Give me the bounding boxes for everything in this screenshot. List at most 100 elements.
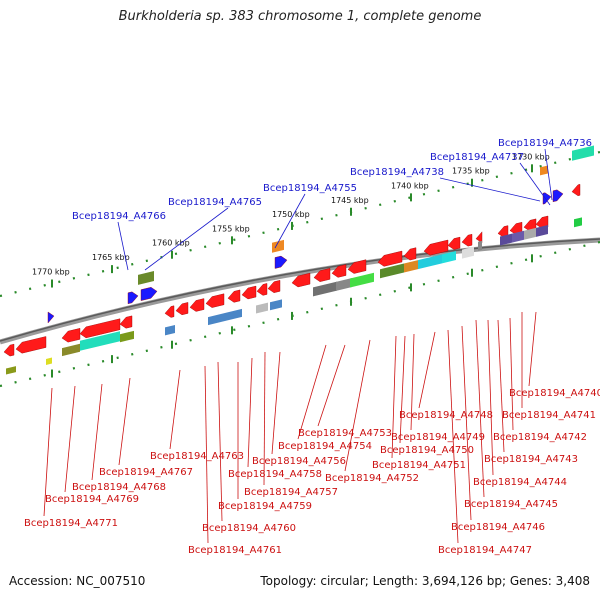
feature-block bbox=[6, 366, 16, 375]
gene-label-bcep18194-a4742: Bcep18194_A4742 bbox=[493, 432, 587, 443]
topology-text: Topology: circular; Length: 3,694,126 bp… bbox=[260, 574, 590, 588]
gene-label-bcep18194-a4771: Bcep18194_A4771 bbox=[24, 518, 118, 529]
reverse-gene-arrow bbox=[61, 328, 81, 343]
reverse-gene-arrow bbox=[475, 231, 483, 244]
tick-label: 1740 kbp bbox=[391, 181, 429, 190]
label-leader-line bbox=[344, 339, 371, 472]
gene-label-bcep18194-a4752: Bcep18194_A4752 bbox=[325, 473, 419, 484]
reverse-gene-arrow bbox=[461, 233, 473, 247]
gene-label-bcep18194-a4746: Bcep18194_A4746 bbox=[451, 522, 545, 533]
reverse-gene-arrow bbox=[377, 250, 403, 267]
gene-label-bcep18194-a4763: Bcep18194_A4763 bbox=[150, 451, 244, 462]
chromosome-backbone bbox=[0, 237, 600, 345]
gene-label-bcep18194-a4740: Bcep18194_A4740 bbox=[509, 388, 600, 399]
label-leader-line bbox=[91, 383, 103, 481]
tick-label: 1735 kbp bbox=[452, 167, 490, 176]
reverse-gene-arrow bbox=[189, 298, 205, 312]
feature-block bbox=[272, 239, 284, 253]
feature-block bbox=[512, 230, 524, 243]
label-leader-line bbox=[43, 387, 53, 517]
feature-block bbox=[418, 254, 442, 270]
feature-block bbox=[120, 330, 134, 343]
gene-label-bcep18194-a4756: Bcep18194_A4756 bbox=[252, 456, 346, 467]
label-leader-line bbox=[461, 325, 472, 521]
tick-label: 1745 kbp bbox=[331, 196, 369, 205]
reverse-gene-arrow bbox=[403, 247, 417, 261]
backbone-arc-edge bbox=[0, 238, 600, 342]
lower-scale-track bbox=[0, 240, 600, 388]
feature-block bbox=[228, 308, 242, 321]
gene-label-bcep18194-a4741: Bcep18194_A4741 bbox=[502, 410, 596, 421]
label-leader-line bbox=[144, 207, 229, 271]
reverse-gene-arrow bbox=[291, 272, 311, 288]
feature-block bbox=[478, 240, 482, 251]
tick-label: 1770 kbp bbox=[32, 268, 70, 277]
gene-label-bcep18194-a4736: Bcep18194_A4736 bbox=[498, 138, 592, 149]
gene-label-bcep18194-a4755: Bcep18194_A4755 bbox=[263, 183, 357, 194]
gene-label-bcep18194-a4760: Bcep18194_A4760 bbox=[202, 523, 296, 534]
reverse-gene-arrow bbox=[447, 236, 461, 250]
feature-block bbox=[138, 271, 154, 285]
gene-label-bcep18194-a4757: Bcep18194_A4757 bbox=[244, 487, 338, 498]
forward-gene-arrow bbox=[140, 287, 158, 301]
label-leader-line bbox=[271, 351, 281, 455]
feature-block bbox=[62, 343, 80, 357]
forward-gene-arrow bbox=[542, 192, 552, 205]
label-leader-line bbox=[64, 385, 76, 493]
forward-gene-arrow bbox=[274, 255, 288, 269]
reverse-gene-arrow bbox=[119, 315, 133, 329]
gene-label-bcep18194-a4768: Bcep18194_A4768 bbox=[72, 482, 166, 493]
backbone-arc bbox=[0, 237, 600, 345]
tick-label: 1750 kbp bbox=[272, 210, 310, 219]
forward-gene-arrow bbox=[47, 311, 55, 324]
label-leader-line bbox=[475, 319, 485, 498]
gene-label-bcep18194-a4765: Bcep18194_A4765 bbox=[168, 197, 262, 208]
label-leader-line bbox=[274, 193, 306, 249]
reverse-gene-arrow bbox=[256, 283, 268, 296]
label-leader-line bbox=[447, 329, 459, 544]
feature-block bbox=[165, 325, 175, 336]
reverse-gene-arrow bbox=[227, 289, 241, 303]
feature-tracks bbox=[3, 145, 594, 375]
gene-label-bcep18194-a4738: Bcep18194_A4738 bbox=[350, 167, 444, 178]
feature-block bbox=[256, 302, 268, 314]
gene-label-bcep18194-a4759: Bcep18194_A4759 bbox=[218, 501, 312, 512]
gene-label-bcep18194-a4744: Bcep18194_A4744 bbox=[473, 477, 567, 488]
tick-label: 1760 kbp bbox=[152, 239, 190, 248]
accession-text: Accession: NC_007510 bbox=[9, 574, 146, 588]
tick-label: 1765 kbp bbox=[92, 253, 130, 262]
label-leader-line bbox=[497, 319, 505, 453]
label-leader-line bbox=[217, 361, 223, 522]
forward-gene-arrow bbox=[552, 189, 564, 203]
gene-label-bcep18194-a4745: Bcep18194_A4745 bbox=[464, 499, 558, 510]
label-leader-line bbox=[391, 335, 397, 459]
gene-label-bcep18194-a4751: Bcep18194_A4751 bbox=[372, 460, 466, 471]
tick-label: 1755 kbp bbox=[212, 224, 250, 233]
reverse-gene-arrow bbox=[3, 343, 15, 357]
feature-block bbox=[80, 331, 120, 351]
label-leader-line bbox=[528, 311, 537, 387]
label-leader-line bbox=[169, 369, 181, 450]
feature-block bbox=[313, 281, 337, 297]
reverse-gene-arrow bbox=[205, 293, 225, 308]
label-leader-line bbox=[544, 148, 553, 201]
reverse-gene-arrow bbox=[175, 302, 189, 316]
gene-label-bcep18194-a4750: Bcep18194_A4750 bbox=[380, 445, 474, 456]
label-leader-line bbox=[439, 177, 541, 202]
feature-block bbox=[540, 165, 548, 176]
feature-block bbox=[574, 217, 582, 228]
reverse-gene-arrow bbox=[423, 239, 449, 256]
feature-block bbox=[572, 145, 594, 161]
feature-block bbox=[442, 251, 456, 264]
gene-label-bcep18194-a4743: Bcep18194_A4743 bbox=[484, 454, 578, 465]
gene-label-bcep18194-a4769: Bcep18194_A4769 bbox=[45, 494, 139, 505]
gene-label-bcep18194-a4761: Bcep18194_A4761 bbox=[188, 545, 282, 556]
gene-label-bcep18194-a4753: Bcep18194_A4753 bbox=[298, 428, 392, 439]
feature-block bbox=[380, 263, 404, 279]
reverse-gene-arrow bbox=[267, 280, 281, 293]
tick-label: 1730 kbp bbox=[512, 152, 550, 161]
reverse-gene-arrow bbox=[79, 318, 121, 339]
feature-block bbox=[500, 233, 512, 246]
reverse-gene-arrow bbox=[347, 259, 367, 274]
